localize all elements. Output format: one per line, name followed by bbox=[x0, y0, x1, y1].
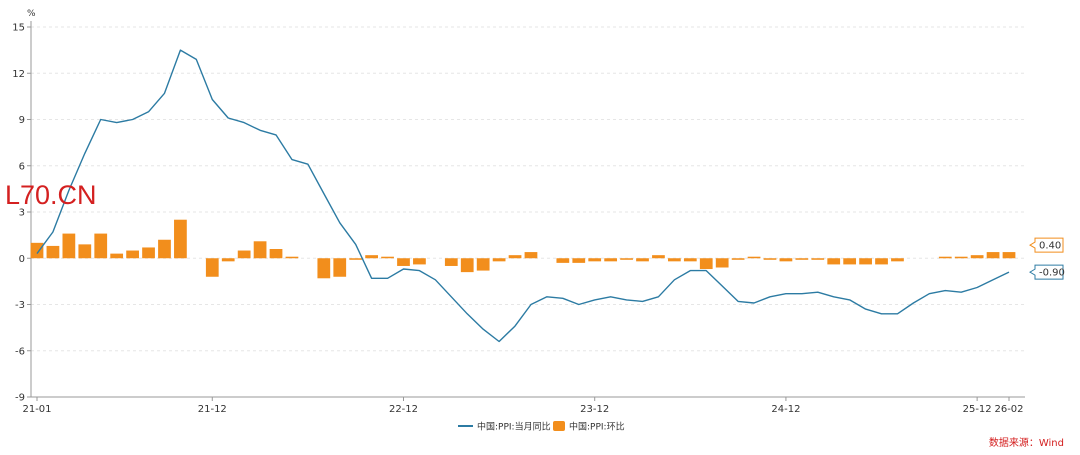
mom-bar bbox=[524, 252, 538, 259]
y-tick-label: 12 bbox=[12, 69, 25, 80]
mom-bar bbox=[891, 258, 904, 262]
y-tick-label: 6 bbox=[19, 161, 25, 172]
mom-bar bbox=[110, 253, 124, 259]
mom-bar bbox=[875, 258, 888, 265]
mom-bar bbox=[636, 258, 649, 262]
x-tick-label: 24-12 bbox=[771, 404, 800, 415]
mom-bar bbox=[476, 258, 490, 271]
mom-end-label: 0.40 bbox=[1039, 241, 1061, 252]
x-tick-label: 21-12 bbox=[198, 404, 227, 415]
mom-bar bbox=[365, 255, 378, 259]
mom-bar bbox=[381, 256, 394, 259]
mom-bar bbox=[747, 256, 761, 259]
data-source: 数据来源：Wind bbox=[988, 438, 1064, 449]
legend-yoy-label: 中国:PPI:当月同比 bbox=[477, 421, 551, 433]
y-tick-label: 9 bbox=[19, 115, 25, 126]
mom-bar bbox=[779, 258, 793, 262]
mom-bar bbox=[668, 258, 681, 262]
mom-bar bbox=[683, 258, 697, 262]
y-tick-label: -9 bbox=[15, 393, 25, 404]
mom-bar bbox=[715, 258, 729, 268]
x-tick-label: 22-12 bbox=[389, 404, 418, 415]
mom-bar bbox=[253, 241, 267, 259]
mom-bar bbox=[221, 258, 235, 262]
mom-bar bbox=[843, 258, 857, 265]
mom-bar bbox=[827, 258, 841, 265]
mom-bar bbox=[588, 258, 602, 262]
y-tick-label: 3 bbox=[19, 208, 25, 219]
mom-bar bbox=[397, 258, 410, 266]
yoy-end-label-box bbox=[1029, 264, 1064, 280]
mom-bar bbox=[620, 258, 633, 260]
mom-bar bbox=[604, 258, 618, 262]
mom-bar bbox=[460, 258, 474, 273]
mom-bar bbox=[763, 258, 777, 260]
mom-bar bbox=[142, 247, 155, 259]
mom-bar bbox=[938, 256, 952, 259]
x-tick-label: 26-02 bbox=[994, 404, 1023, 415]
mom-bar bbox=[811, 258, 825, 260]
yoy-line bbox=[36, 49, 1010, 343]
mom-bar bbox=[1002, 252, 1016, 259]
legend-mom-swatch bbox=[553, 421, 565, 431]
watermark: L70.CN bbox=[5, 180, 97, 210]
mom-bar bbox=[78, 244, 92, 259]
y-tick-label: -3 bbox=[15, 300, 25, 311]
x-tick-label: 23-12 bbox=[580, 404, 609, 415]
yoy-end-label: -0.90 bbox=[1039, 268, 1065, 279]
y-tick-label: -6 bbox=[15, 346, 25, 357]
mom-bar bbox=[572, 258, 586, 263]
mom-bar bbox=[285, 256, 299, 259]
mom-bar bbox=[317, 258, 331, 279]
mom-bar bbox=[652, 255, 665, 259]
mom-bar bbox=[30, 242, 44, 259]
y-tick-label: 0 bbox=[19, 254, 25, 265]
mom-bar bbox=[237, 250, 251, 259]
mom-bar bbox=[413, 258, 426, 265]
mom-bar bbox=[126, 250, 139, 259]
mom-bar bbox=[444, 258, 458, 266]
mom-end-label-box bbox=[1029, 237, 1064, 253]
mom-bar bbox=[94, 233, 108, 259]
mom-bar bbox=[795, 258, 809, 260]
mom-bar bbox=[986, 252, 1000, 259]
mom-bar bbox=[333, 258, 347, 277]
legend-mom-label: 中国:PPI:环比 bbox=[569, 421, 625, 433]
mom-bar bbox=[859, 258, 872, 265]
y-axis-unit: % bbox=[27, 9, 36, 19]
mom-bar bbox=[699, 258, 713, 270]
x-tick-label: 25-12 bbox=[963, 404, 992, 415]
mom-bar bbox=[349, 258, 363, 260]
mom-bar bbox=[508, 255, 522, 259]
y-tick-label: 15 bbox=[12, 23, 25, 34]
mom-bar bbox=[158, 239, 171, 259]
x-tick-label: 21-01 bbox=[22, 404, 51, 415]
mom-bar bbox=[174, 219, 187, 259]
mom-bar bbox=[731, 258, 745, 260]
mom-bar bbox=[954, 256, 968, 259]
mom-bar bbox=[492, 258, 506, 262]
mom-bar bbox=[205, 258, 219, 277]
mom-bar bbox=[556, 258, 570, 263]
mom-bar bbox=[269, 249, 283, 259]
mom-bar bbox=[970, 255, 984, 259]
mom-bar bbox=[62, 233, 76, 259]
mom-bar bbox=[46, 245, 60, 259]
